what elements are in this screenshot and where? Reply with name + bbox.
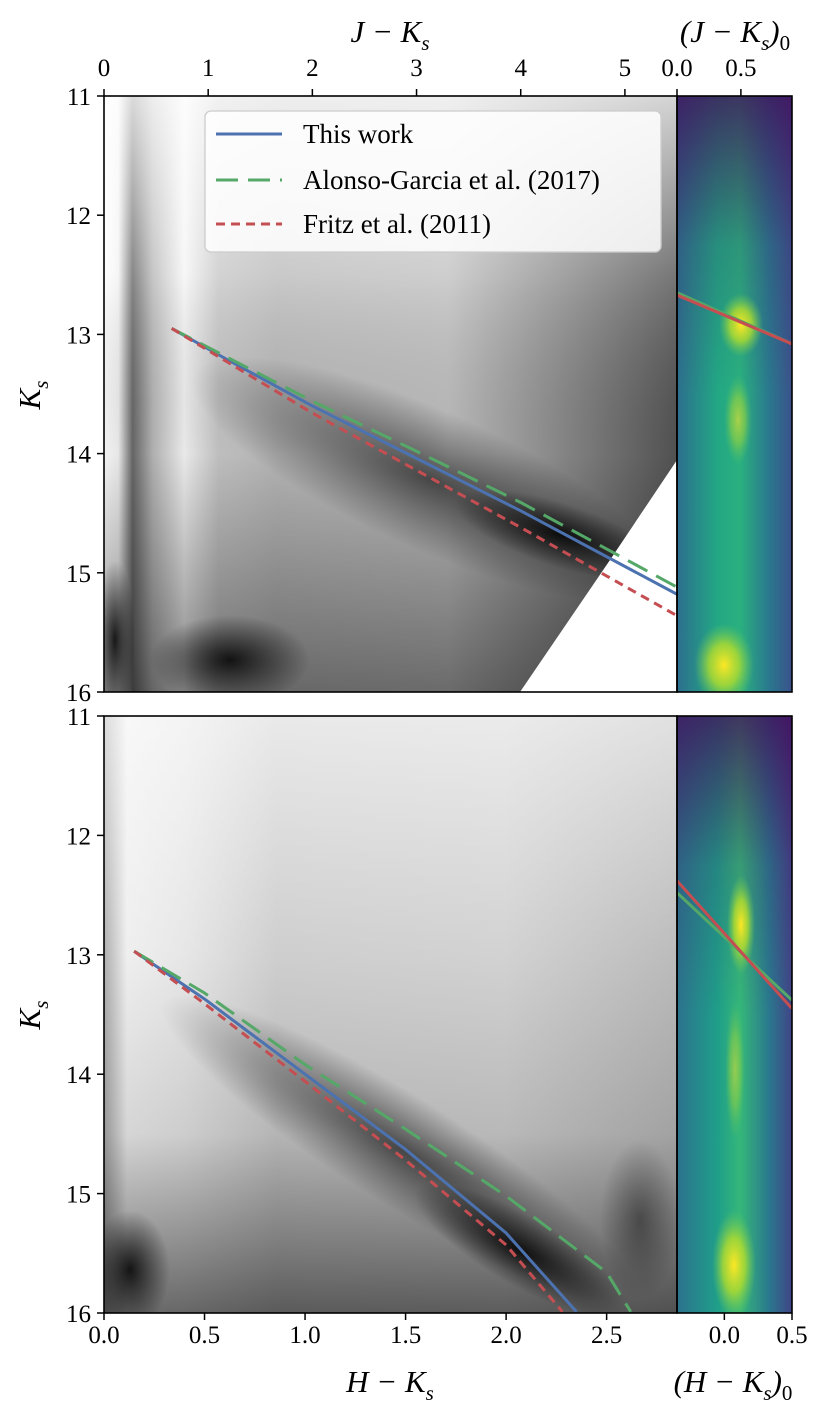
bottom-xlabel-sub: s <box>426 1381 434 1405</box>
bottom-side-xlabel-sub2: 0 <box>782 1381 793 1405</box>
top-ylabel-main: K <box>12 386 47 410</box>
bottom-cmd-ytick-label: 12 <box>66 823 91 850</box>
legend-box <box>204 110 662 253</box>
bottom-cmd-series-alonso-garcia-et-al-2017 <box>133 949 633 1313</box>
bottom-x-axis-label: H − Ks <box>345 1364 434 1405</box>
bottom-cmd-ytick-label: 15 <box>66 1182 91 1209</box>
top-cmd-xtick-label: 5 <box>619 55 632 82</box>
bottom-cmd-xtick-label: 0.0 <box>88 1322 119 1349</box>
bottom-y-axis-label: Ks <box>12 1001 53 1031</box>
top-side-xlabel-sub: s <box>761 31 769 55</box>
bottom-cmd-xtick-label: 1.0 <box>289 1322 320 1349</box>
bottom-cmd-ytick-label: 11 <box>67 704 91 731</box>
bottom-side-xtick-label: 0.0 <box>709 1322 740 1349</box>
bottom-cmd-ytick-label: 16 <box>66 1301 91 1328</box>
bottom-cmd-ytick-label: 14 <box>66 1062 92 1089</box>
legend: This work Alonso-Garcia et al. (2017) Fr… <box>204 110 662 253</box>
top-y-axis-label: Ks <box>12 381 53 411</box>
legend-label-alonso-garcia: Alonso-Garcia et al. (2017) <box>303 165 600 195</box>
top-side-xtick-label: 0.5 <box>725 55 756 82</box>
top-cmd-xtick-label: 0 <box>98 55 111 82</box>
top-xlabel-main: J − K <box>350 14 423 49</box>
top-cmd-ytick-label: 13 <box>66 322 91 349</box>
bottom-side-heatmap <box>677 716 792 1313</box>
bottom-side-x-axis-label: (H − Ks)0 <box>674 1364 793 1405</box>
bottom-side-xlabel-sub: s <box>763 1381 771 1405</box>
bottom-side-xtick-label: 0.5 <box>776 1322 807 1349</box>
bottom-cmd-series-fritz-et-al-2011 <box>133 950 564 1313</box>
top-cmd-series-this-work <box>170 327 677 596</box>
top-side-series-fritz-et-al-2011 <box>677 293 792 346</box>
top-side-xlabel-main: (J − K <box>680 14 764 49</box>
top-side-heatmap <box>677 96 792 692</box>
bottom-side-xlabel-tail: ) <box>770 1364 782 1399</box>
top-x-axis-label: J − Ks <box>350 14 429 55</box>
top-cmd-xtick-label: 1 <box>202 55 215 82</box>
top-cmd-ytick-label: 16 <box>66 680 91 707</box>
bottom-cmd-ytick-label: 13 <box>66 943 91 970</box>
bottom-cmd-xtick-label: 1.5 <box>390 1322 421 1349</box>
top-cmd-xtick-label: 3 <box>410 55 423 82</box>
legend-label-fritz: Fritz et al. (2011) <box>303 209 491 239</box>
top-xlabel-sub: s <box>421 31 429 55</box>
bottom-cmd-xtick-label: 0.5 <box>189 1322 220 1349</box>
bottom-side-xlabel-main: (H − K <box>674 1364 766 1399</box>
top-cmd-ytick-label: 15 <box>66 561 91 588</box>
top-ylabel-sub: s <box>29 381 53 389</box>
bottom-cmd-xtick-label: 2.0 <box>490 1322 521 1349</box>
top-cmd-xtick-label: 4 <box>514 55 527 82</box>
top-side-xlabel-tail: ) <box>767 14 779 49</box>
bottom-ylabel-main: K <box>12 1006 47 1030</box>
top-side-x-axis-label: (J − Ks)0 <box>680 14 790 55</box>
bottom-side-frame <box>676 715 793 1314</box>
top-side-xlabel-sub2: 0 <box>780 31 791 55</box>
bottom-ylabel-sub: s <box>29 1001 53 1009</box>
top-side-xtick-label: 0.0 <box>661 55 692 82</box>
bottom-cmd-xtick-label: 2.5 <box>591 1322 622 1349</box>
bottom-xlabel-main: H − K <box>345 1364 428 1399</box>
top-cmd-ytick-label: 12 <box>66 203 91 230</box>
legend-label-this-work: This work <box>303 119 414 149</box>
bottom-cmd-heatmap <box>104 716 677 1313</box>
top-cmd-ytick-label: 14 <box>66 442 92 469</box>
top-cmd-series-alonso-garcia-et-al-2017 <box>171 327 677 589</box>
bottom-cmd-series-this-work <box>133 949 578 1313</box>
top-cmd-ytick-label: 11 <box>67 84 91 111</box>
bottom-side-series-fritz-et-al-2011 <box>677 879 792 1010</box>
top-cmd-xtick-label: 2 <box>306 55 319 82</box>
top-side-frame <box>676 95 793 693</box>
